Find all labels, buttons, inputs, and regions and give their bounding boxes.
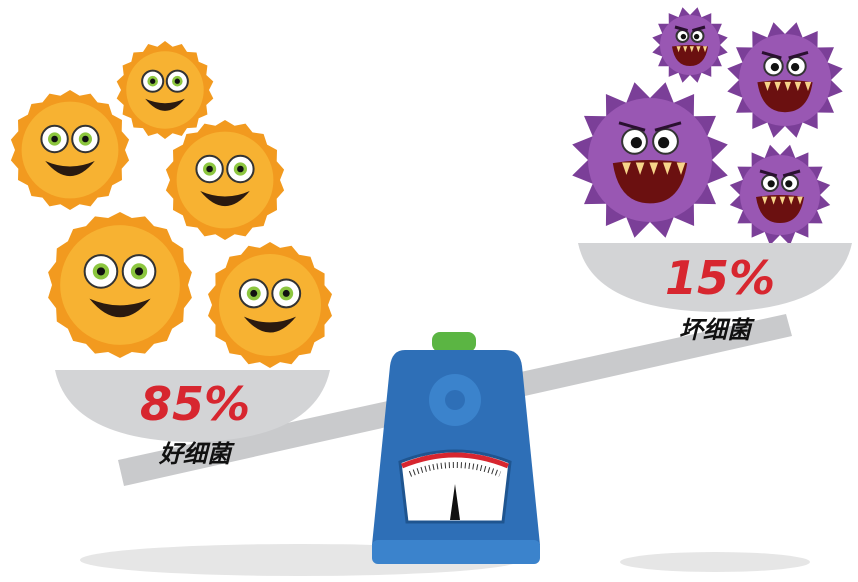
- face: [60, 225, 180, 345]
- pupil: [97, 267, 105, 275]
- pupil: [51, 136, 58, 143]
- stand-base: [372, 540, 540, 564]
- pupil: [175, 79, 180, 84]
- bacteria: [11, 7, 843, 368]
- pupil: [82, 136, 89, 143]
- face: [177, 132, 274, 229]
- good-bacterium: [166, 120, 284, 240]
- good-bacterium: [48, 212, 192, 358]
- good-label: 好细菌: [158, 440, 235, 468]
- pupil: [681, 34, 686, 39]
- good-bacterium: [117, 41, 214, 139]
- bad-bacterium: [572, 82, 728, 238]
- stand-center: [445, 390, 465, 410]
- pupil: [237, 166, 244, 173]
- bad-bacterium: [730, 145, 830, 245]
- pupil: [658, 137, 669, 148]
- pupil: [631, 137, 642, 148]
- illustration: 85% 好细菌 15% 坏细菌: [0, 0, 858, 582]
- good-bacterium: [208, 242, 332, 368]
- pupil: [250, 290, 257, 297]
- pupil: [768, 180, 775, 187]
- pupil: [785, 180, 792, 187]
- face: [219, 254, 321, 356]
- pupil: [283, 290, 290, 297]
- shadow: [620, 552, 810, 572]
- good-bacterium: [11, 90, 129, 210]
- pupil: [694, 34, 699, 39]
- pupil: [135, 267, 143, 275]
- good-percent: 85%: [140, 377, 250, 431]
- face: [126, 51, 203, 128]
- pupil: [771, 63, 779, 71]
- face: [22, 102, 119, 199]
- pupil: [206, 166, 213, 173]
- scale-stand: [372, 332, 540, 564]
- bad-percent: 15%: [665, 251, 775, 305]
- knob: [432, 332, 476, 352]
- bad-bacterium: [727, 22, 842, 137]
- pupil: [791, 63, 799, 71]
- bad-label: 坏细菌: [679, 316, 755, 344]
- bad-bacterium: [652, 7, 727, 82]
- pupil: [150, 79, 155, 84]
